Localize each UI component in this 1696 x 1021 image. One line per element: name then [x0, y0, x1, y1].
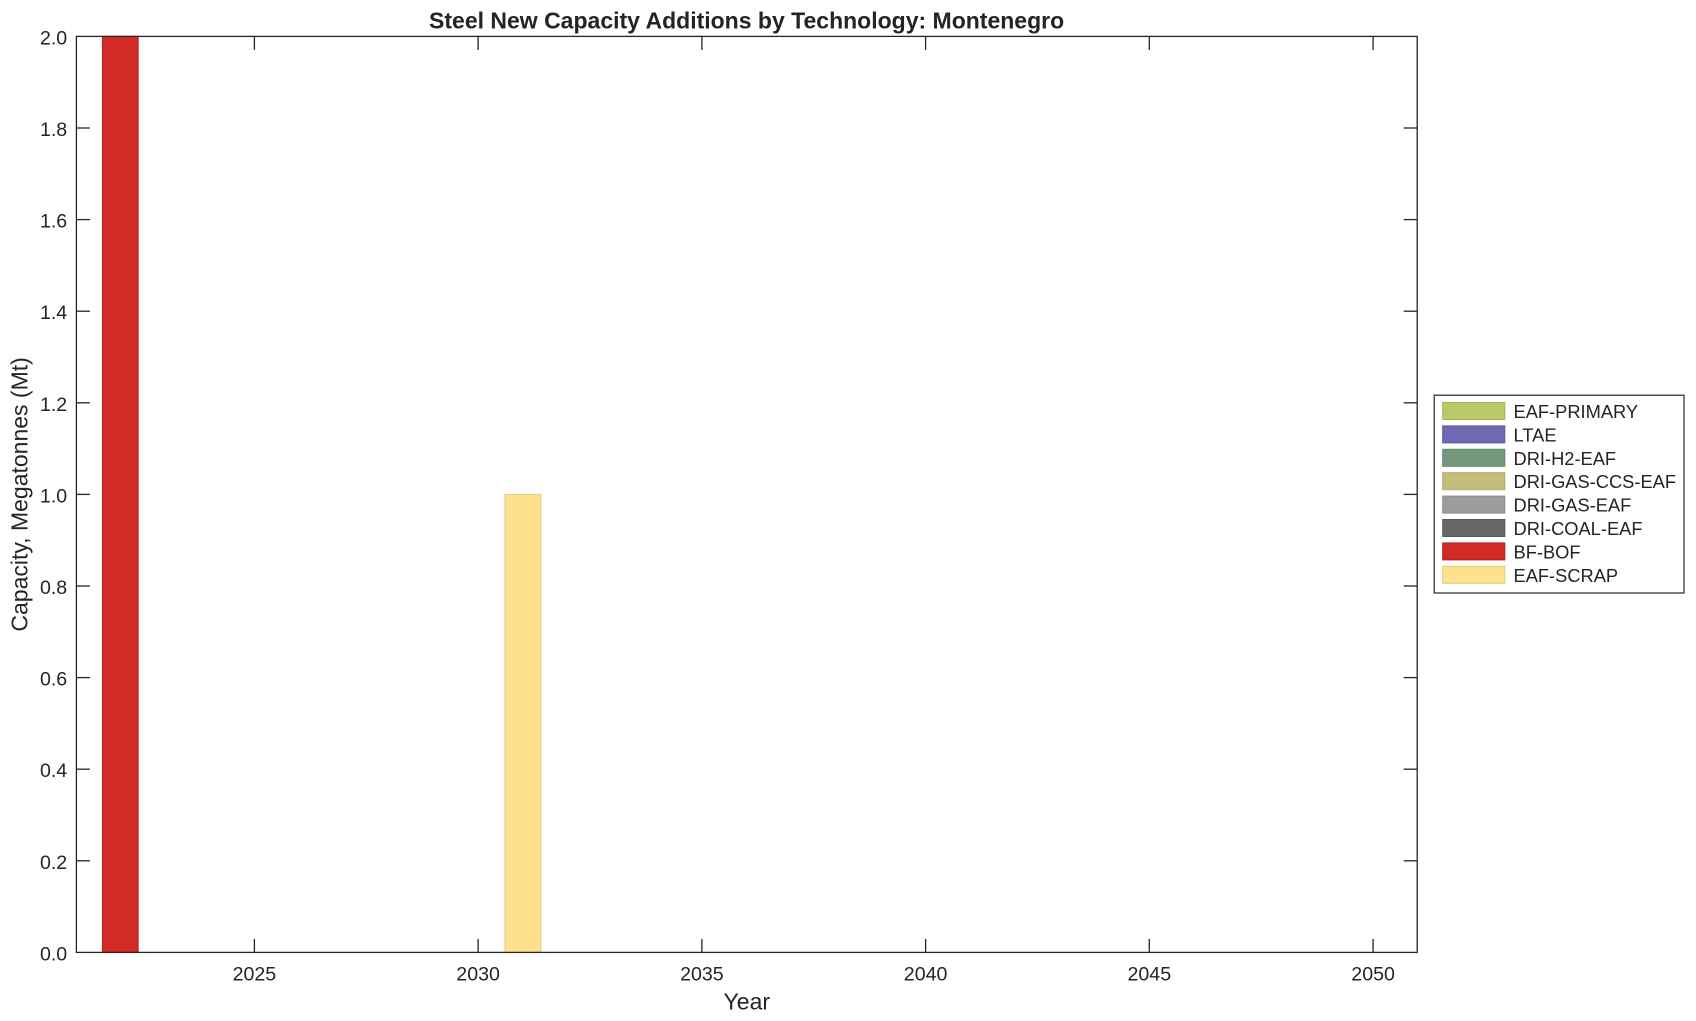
- svg-text:Steel New Capacity Additions b: Steel New Capacity Additions by Technolo…: [429, 8, 1064, 34]
- svg-text:0.4: 0.4: [40, 760, 67, 782]
- svg-text:EAF-SCRAP: EAF-SCRAP: [1514, 565, 1619, 586]
- svg-text:2025: 2025: [233, 964, 277, 986]
- svg-text:2040: 2040: [904, 964, 948, 986]
- svg-text:Year: Year: [724, 989, 771, 1015]
- svg-text:1.2: 1.2: [40, 394, 67, 416]
- svg-text:DRI-GAS-CCS-EAF: DRI-GAS-CCS-EAF: [1514, 471, 1677, 492]
- svg-text:2050: 2050: [1351, 964, 1395, 986]
- svg-text:0.2: 0.2: [40, 852, 67, 874]
- svg-text:0.6: 0.6: [40, 669, 67, 691]
- svg-text:BF-BOF: BF-BOF: [1514, 541, 1581, 562]
- svg-text:EAF-PRIMARY: EAF-PRIMARY: [1514, 401, 1639, 422]
- svg-text:LTAE: LTAE: [1514, 424, 1557, 445]
- svg-text:0.8: 0.8: [40, 577, 67, 599]
- svg-text:2045: 2045: [1128, 964, 1172, 986]
- svg-text:1.0: 1.0: [40, 485, 67, 507]
- svg-text:DRI-COAL-EAF: DRI-COAL-EAF: [1514, 518, 1643, 539]
- svg-text:1.8: 1.8: [40, 119, 67, 141]
- svg-text:Capacity, Megatonnes (Mt): Capacity, Megatonnes (Mt): [7, 357, 33, 631]
- svg-text:DRI-GAS-EAF: DRI-GAS-EAF: [1514, 495, 1632, 516]
- svg-text:DRI-H2-EAF: DRI-H2-EAF: [1514, 448, 1617, 469]
- svg-text:2030: 2030: [456, 964, 500, 986]
- svg-text:0.0: 0.0: [40, 943, 67, 965]
- svg-text:2035: 2035: [680, 964, 724, 986]
- svg-text:2.0: 2.0: [40, 27, 67, 49]
- svg-text:1.4: 1.4: [40, 302, 67, 324]
- svg-text:1.6: 1.6: [40, 211, 67, 233]
